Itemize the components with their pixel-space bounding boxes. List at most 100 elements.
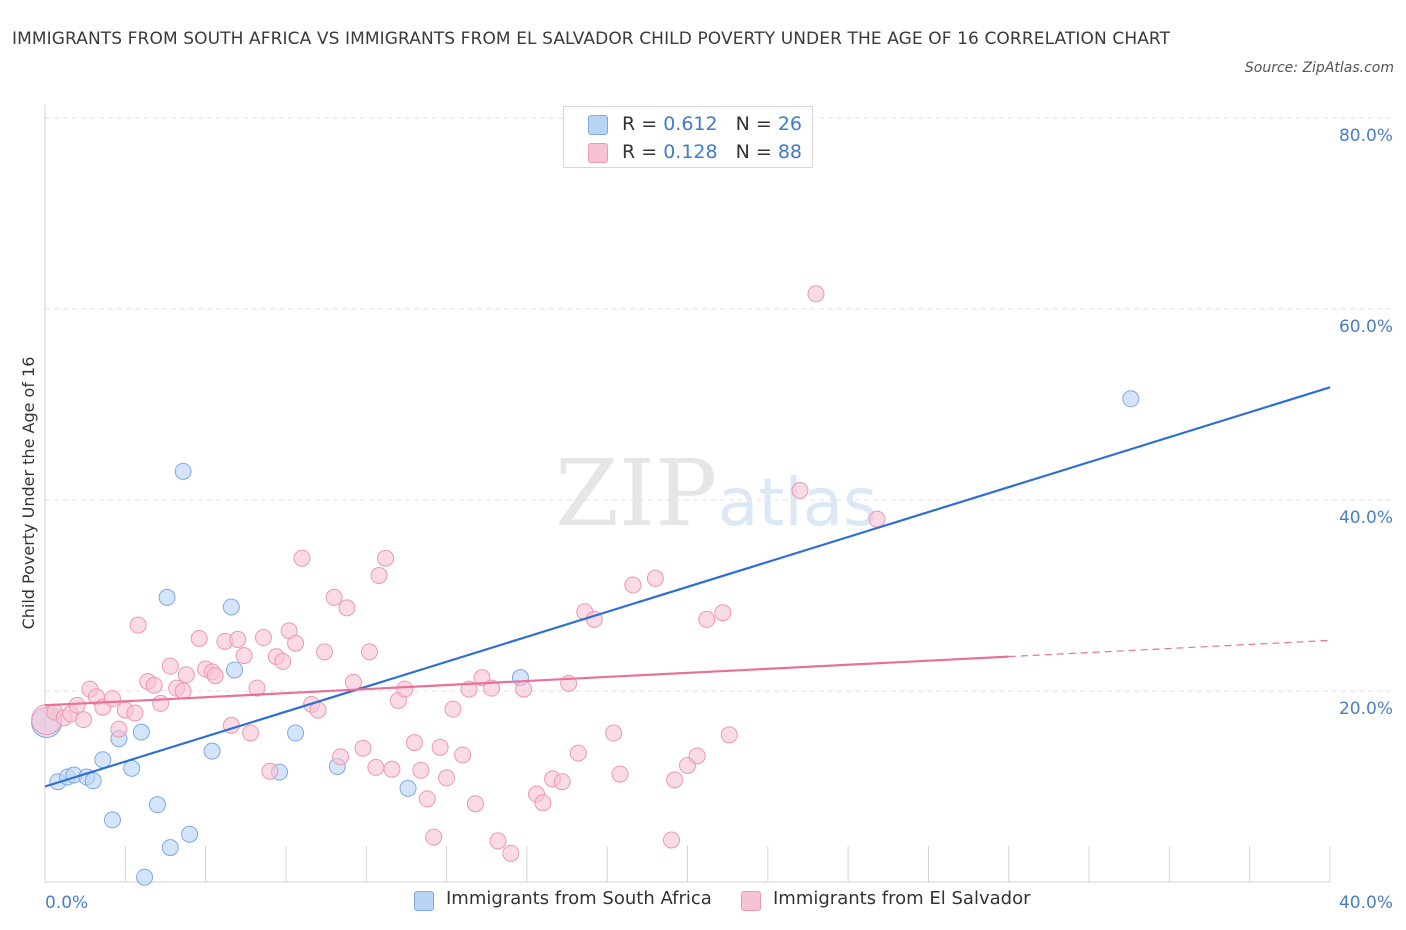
pink-data-point [261,762,279,780]
pink-data-point [396,680,414,698]
blue-trend-line [44,386,1331,788]
pink-data-point [383,760,401,778]
pink-data-point [553,773,571,791]
x-tick-label-min: 0.0% [45,893,88,913]
pink-data-point [274,652,292,670]
pink-data-point [405,734,423,752]
pink-data-point [287,634,305,652]
pink-data-point [698,610,716,628]
pink-data-point [248,679,266,697]
pink-data-point [68,696,86,714]
stats-legend: R = 0.612 N = 26 R = 0.128 N = 88 [563,106,813,168]
gridlines [45,117,1393,692]
legend-label: Immigrants from El Salvador [773,888,1031,909]
pink-data-point [152,694,170,712]
pink-data-point [360,643,378,661]
pink-data-point [235,647,253,665]
pink-data-point [466,795,484,813]
x-tick-label-max: 40.0% [1339,893,1393,913]
pink-data-point [332,748,350,766]
blue-swatch [588,115,608,135]
n-value: 88 [777,141,803,163]
n-value: 26 [777,113,803,135]
y-tick-label: 20.0% [1339,699,1393,719]
blue-data-point [203,742,221,760]
pink-data-point [688,747,706,765]
pink-data-point [325,588,343,606]
blue-data-point [226,661,244,679]
blue-data-point [136,868,154,886]
pink-data-point [110,720,128,738]
blue-data-point [123,759,141,777]
pink-data-point [662,831,680,849]
pink-data-point [473,669,491,687]
blue-data-point [174,462,192,480]
y-tick-label: 60.0% [1339,317,1393,337]
pink-data-point [370,566,388,584]
r-label: R = [622,141,664,163]
pink-data-point [611,765,629,783]
pink-data-point [534,794,552,812]
pink-data-point [103,690,121,708]
blue-data-point [1122,390,1140,408]
pink-data-point [242,724,260,742]
pink-data-point [454,746,472,764]
pink-data-point [126,704,144,722]
watermark: ZIP atlas [555,440,878,547]
pink-data-point [714,604,732,622]
pink-data-point [483,679,501,697]
blue-data-point [84,772,102,790]
n-label: N = [735,141,778,163]
chart-title: IMMIGRANTS FROM SOUTH AFRICA VS IMMIGRAN… [12,29,1171,49]
pink-data-point [425,828,443,846]
r-value: 0.128 [663,141,718,163]
r-label: R = [622,113,664,135]
pink-data-point [293,549,311,567]
pink-data-point [412,761,430,779]
pink-data-point [338,599,356,617]
pink-data-point [145,676,163,694]
pink-data-point [807,285,825,303]
pink-data-point [418,790,436,808]
pink-data-point [605,724,623,742]
trend-layer [44,386,1331,788]
pink-data-point [229,630,247,648]
pink-data-point [254,629,272,647]
pink-data-point [177,666,195,684]
pink-data-point [666,771,684,789]
pink-data-point [75,711,93,729]
blue-data-point [103,811,121,829]
blue-data-point [399,779,417,797]
pink-data-point [174,682,192,700]
blue-data-point [161,839,179,857]
pink-swatch [741,891,761,911]
pink-data-point [190,629,208,647]
blue-data-point [181,825,199,843]
blue-data-point [158,588,176,606]
blue-swatch [414,891,434,911]
y-axis-label: Child Poverty Under the Age of 16 [19,357,38,630]
blue-data-point [287,724,305,742]
y-tick-labels: 20.0% 40.0% 60.0% 80.0% [1339,126,1393,719]
y-tick-label: 80.0% [1339,126,1393,146]
blue-data-point [222,598,240,616]
r-value: 0.612 [663,113,718,135]
pink-data-point [624,576,642,594]
pink-data-point [438,769,456,787]
pink-data-point [315,643,333,661]
blue-data-point [94,751,112,769]
x-ticks [124,846,1331,882]
pink-data-point [791,481,809,499]
pink-data-point [354,739,372,757]
legend-label: Immigrants from South Africa [446,888,712,909]
pink-data-point [129,616,147,634]
pink-data-point [502,844,520,862]
pink-swatch [588,143,608,163]
pink-data-point [569,744,587,762]
blue-data-point [132,723,150,741]
n-label: N = [735,113,778,135]
pink-data-point [377,549,395,567]
pink-trend-line [44,655,1009,707]
source-label: Source: ZipAtlas.com [1244,60,1394,76]
